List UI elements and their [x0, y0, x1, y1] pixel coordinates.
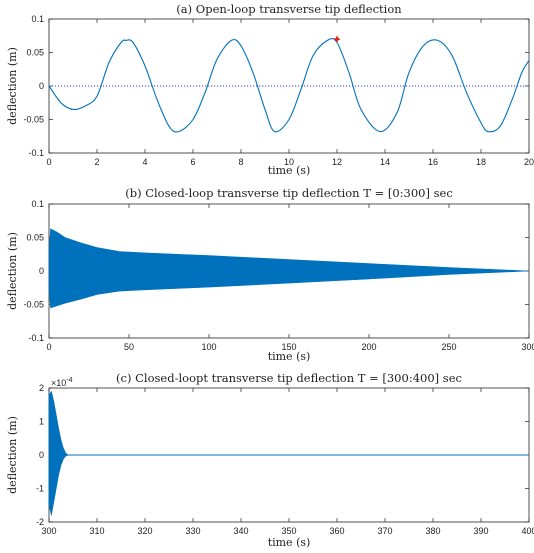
y-tick-label: -1 [36, 484, 44, 494]
y-tick-label: 0 [39, 450, 44, 460]
chart-title: (a) Open-loop transverse tip deflection [176, 2, 402, 16]
y-tick-label: 1 [39, 417, 44, 427]
x-tick-label: 12 [332, 157, 342, 167]
x-tick-label: 200 [361, 342, 376, 352]
x-tick-label: 380 [425, 526, 440, 536]
x-tick-label: 350 [281, 526, 296, 536]
x-tick-label: 16 [428, 157, 438, 167]
y-axis-label: deflection (m) [6, 232, 19, 310]
subplot-2: (b) Closed-loop transverse tip deflectio… [6, 186, 534, 363]
x-tick-label: 10 [284, 157, 294, 167]
x-tick-label: 340 [233, 526, 248, 536]
x-tick-label: 390 [473, 526, 488, 536]
y-axis-label: deflection (m) [6, 47, 19, 125]
y-tick-label: 2 [39, 383, 44, 393]
x-tick-label: 150 [281, 342, 296, 352]
subplot-3: (c) Closed-loopt transverse tip deflecti… [6, 371, 534, 549]
y-tick-label: -0.1 [28, 148, 44, 158]
x-tick-label: 100 [201, 342, 216, 352]
x-tick-label: 330 [185, 526, 200, 536]
x-axis-label: time (s) [268, 164, 311, 177]
subplot-1: (a) Open-loop transverse tip deflection t… [6, 2, 534, 177]
chart-title: (c) Closed-loopt transverse tip deflecti… [116, 371, 462, 385]
y-tick-label: -0.1 [28, 333, 44, 343]
y-tick-label: 0.05 [26, 233, 44, 243]
x-tick-label: 320 [137, 526, 152, 536]
x-tick-label: 2 [94, 157, 99, 167]
x-tick-label: 4 [142, 157, 147, 167]
x-tick-label: 14 [380, 157, 390, 167]
x-tick-label: 6 [190, 157, 195, 167]
y-tick-label: 0.1 [31, 199, 44, 209]
x-tick-label: 8 [238, 157, 243, 167]
x-axis-label: time (s) [268, 350, 311, 363]
x-tick-label: 310 [89, 526, 104, 536]
x-tick-label: 50 [124, 342, 134, 352]
y-axis-label: deflection (m) [6, 416, 19, 494]
x-tick-label: 370 [377, 526, 392, 536]
y-tick-label: 0 [39, 266, 44, 276]
x-tick-label: 0 [46, 342, 51, 352]
y-tick-label: 0 [39, 81, 44, 91]
y-exponent-label: ×10-4 [51, 377, 73, 388]
x-tick-label: 0 [46, 157, 51, 167]
x-tick-label: 400 [521, 526, 534, 536]
y-tick-label: -2 [36, 517, 44, 527]
y-tick-label: -0.05 [23, 300, 44, 310]
x-axis-label: time (s) [268, 536, 311, 549]
y-tick-label: 0.1 [31, 14, 44, 24]
x-tick-label: 300 [41, 526, 56, 536]
series-line [48, 38, 530, 133]
x-tick-label: 18 [476, 157, 486, 167]
x-tick-label: 360 [329, 526, 344, 536]
peak-marker [333, 35, 341, 43]
y-exponent-power: -4 [66, 377, 72, 384]
series-envelope [48, 228, 530, 309]
y-tick-label: 0.05 [26, 48, 44, 58]
series-envelope [48, 390, 529, 516]
y-tick-label: -0.05 [23, 115, 44, 125]
x-tick-label: 20 [524, 157, 534, 167]
x-tick-label: 250 [441, 342, 456, 352]
chart-title: (b) Closed-loop transverse tip deflectio… [125, 186, 453, 200]
x-tick-label: 300 [521, 342, 534, 352]
